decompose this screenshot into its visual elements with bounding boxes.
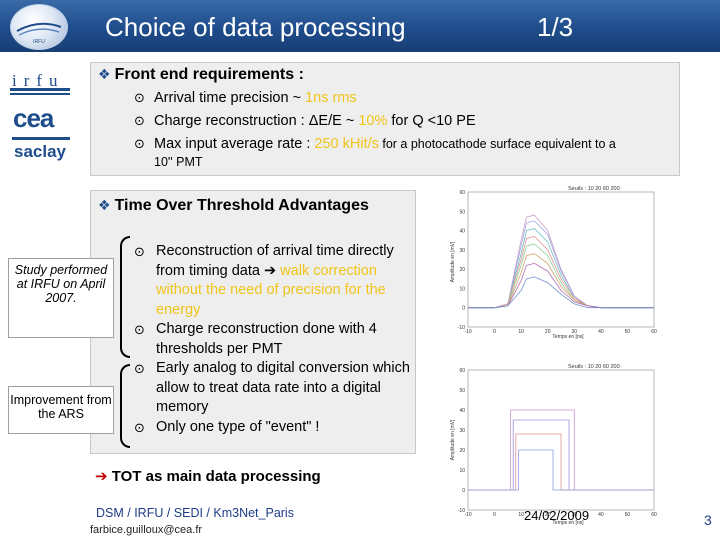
front-end-heading: ❖ Front end requirements :: [98, 66, 304, 83]
footer-page-number: 3: [704, 512, 712, 528]
circle-dot-bullet-icon: ⊙: [134, 113, 145, 128]
series-line: [468, 276, 654, 309]
circle-dot-bullet-icon: ⊙: [134, 322, 145, 337]
chart-title: Seuils : 10 20 60 200: [568, 186, 620, 192]
x-tick-label: 10: [518, 512, 524, 518]
y-tick-label: 50: [459, 388, 465, 394]
slide-title: Choice of data processing: [105, 12, 406, 42]
study-note: Study performed at IRFU on April 2007.: [8, 258, 114, 338]
analog-pulses-chart: Seuils : 10 20 60 200 Amplitude en [mV] …: [448, 182, 666, 344]
y-tick-label: -10: [458, 325, 465, 331]
axis-ticks: -10 0 10 20 30 40 50 60 60 50 40 30 20 10 0 -10: [458, 190, 657, 335]
irfu-globe-logo: IRFU: [10, 4, 68, 50]
plot-frame: [467, 191, 655, 328]
right-arrow-icon: ➔: [264, 262, 277, 279]
diamond-bullet-icon: ❖: [98, 197, 111, 213]
y-tick-label: 20: [459, 448, 465, 454]
x-tick-label: 60: [651, 512, 657, 518]
x-tick-label: 0: [493, 512, 496, 518]
y-tick-label: 30: [459, 248, 465, 254]
circle-dot-bullet-icon: ⊙: [134, 136, 145, 151]
digital-tot-chart: Seuils : 10 20 60 200 Amplitude en [mV] …: [448, 360, 666, 526]
x-tick-label: 50: [625, 329, 631, 335]
y-tick-label: 20: [459, 267, 465, 273]
front-end-item: ⊙ Charge reconstruction : ΔE/E ~ 10% for …: [134, 113, 476, 129]
tot-item: ⊙ Reconstruction of arrival time directl…: [134, 243, 394, 318]
x-tick-label: 40: [598, 329, 604, 335]
footer-email: farbice.guilloux@cea.fr: [90, 524, 203, 536]
series-line: [468, 449, 654, 491]
y-tick-label: 50: [459, 209, 465, 215]
series-line: [468, 243, 654, 309]
cea-logo-text: cea: [13, 103, 55, 133]
irfu-logo-text: irfu: [12, 71, 65, 90]
saclay-logo-text: saclay: [14, 142, 67, 161]
series-line: [468, 253, 654, 309]
series-lines: [468, 409, 654, 491]
circle-dot-bullet-icon: ⊙: [134, 419, 145, 435]
irfu-logo: irfu: [10, 71, 70, 95]
footer-affiliation: DSM / IRFU / SEDI / Km3Net_Paris: [96, 506, 294, 520]
footer-date: 24/02/2009: [524, 508, 590, 523]
tot-heading: ❖ Time Over Threshold Advantages: [98, 197, 369, 214]
x-tick-label: -10: [464, 329, 471, 335]
x-tick-label: 60: [651, 329, 657, 335]
x-tick-label: 20: [545, 329, 551, 335]
y-tick-label: 0: [462, 488, 465, 494]
improvement-bracket: [120, 364, 130, 448]
tot-panel: [90, 190, 416, 454]
y-axis-label: Amplitude en [mV]: [450, 419, 456, 460]
y-tick-label: 10: [459, 286, 465, 292]
y-tick-label: 40: [459, 229, 465, 235]
series-line: [468, 235, 654, 309]
plot-frame: [467, 369, 655, 511]
y-tick-label: -10: [458, 508, 465, 514]
front-end-panel: [90, 62, 680, 176]
series-lines: [468, 214, 654, 309]
x-tick-label: 10: [518, 329, 524, 335]
series-line: [468, 433, 654, 491]
tot-item: ⊙ Early analog to digital conversion whi…: [134, 360, 410, 415]
y-tick-label: 30: [459, 428, 465, 434]
front-end-item-continuation: 10'' PMT: [154, 155, 203, 169]
cea-logo: cea: [13, 103, 56, 133]
logo-text: IRFU: [33, 39, 45, 45]
saclay-logo: saclay: [12, 137, 70, 161]
x-tick-label: -10: [464, 512, 471, 518]
x-axis-label: Temps en [ns]: [552, 334, 584, 340]
slide-page-count: 1/3: [537, 12, 574, 42]
y-tick-label: 60: [459, 190, 465, 196]
tot-item: ⊙ Only one type of "event" !: [134, 418, 414, 438]
x-tick-label: 0: [493, 329, 496, 335]
y-tick-label: 10: [459, 468, 465, 474]
y-tick-label: 0: [462, 306, 465, 312]
study-bracket: [120, 236, 130, 358]
y-axis-label: Amplitude en [mV]: [450, 241, 456, 282]
right-arrow-icon: ➔: [95, 468, 108, 485]
title-bar: [0, 0, 720, 52]
x-tick-label: 30: [572, 329, 578, 335]
tot-advantages-list: ⊙ Reconstruction of arrival time directl…: [134, 242, 414, 437]
diamond-bullet-icon: ❖: [98, 66, 111, 82]
x-axis-label: Temps en [ns]: [552, 520, 584, 526]
x-tick-label: 20: [545, 512, 551, 518]
x-tick-label: 40: [598, 512, 604, 518]
axis-ticks: -10 0 10 20 30 40 50 60 60 50 40 30 20 10 0 -10: [458, 368, 657, 518]
circle-dot-bullet-icon: ⊙: [134, 361, 145, 376]
front-end-item: ⊙ Arrival time precision ~ 1ns rms: [134, 90, 357, 106]
x-tick-label: 50: [625, 512, 631, 518]
circle-dot-bullet-icon: ⊙: [134, 90, 145, 105]
tot-item: ⊙ Charge reconstruction done with 4 thre…: [134, 321, 377, 357]
chart-title: Seuils : 10 20 60 200: [568, 364, 620, 370]
x-tick-label: 30: [572, 512, 578, 518]
y-tick-label: 60: [459, 368, 465, 374]
y-tick-label: 40: [459, 408, 465, 414]
front-end-item: ⊙ Max input average rate : 250 kHit/s for…: [134, 136, 616, 152]
circle-dot-bullet-icon: ⊙: [134, 244, 145, 259]
improvement-note: Improvement from the ARS: [8, 386, 114, 434]
tot-conclusion: ➔ TOT as main data processing: [95, 468, 321, 485]
